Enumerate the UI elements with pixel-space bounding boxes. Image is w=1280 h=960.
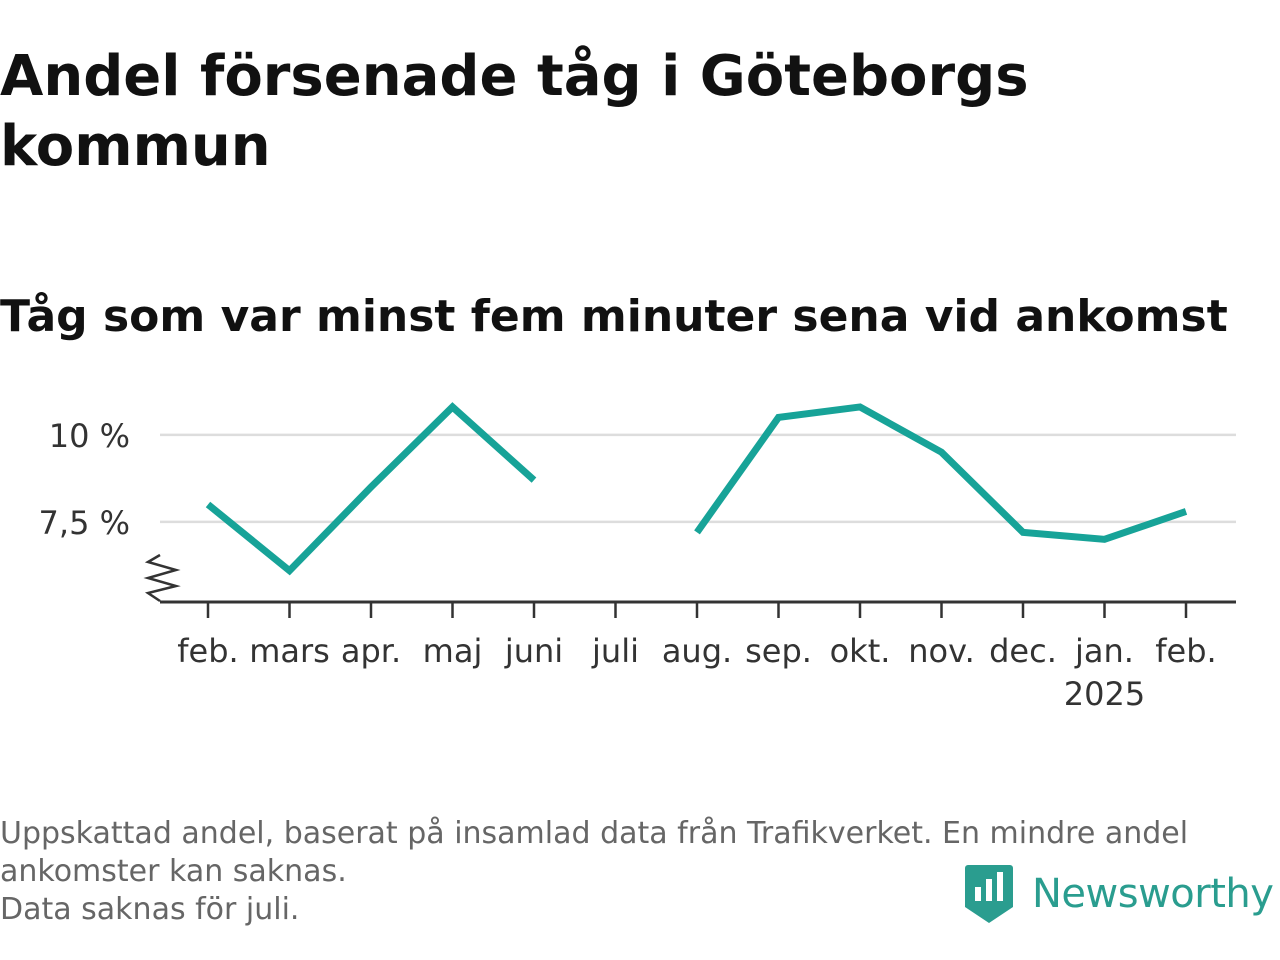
y-axis-ticks: 7,5 % 10 %	[39, 417, 130, 542]
x-tick-label: okt.	[830, 632, 891, 670]
x-tick-label: mars	[249, 632, 330, 670]
newsworthy-logo-icon	[965, 865, 1013, 923]
brand-name: Newsworthy	[1032, 871, 1274, 917]
series-line-segment	[205, 402, 537, 576]
footnote-line-1: Uppskattad andel, baserat på insamlad da…	[0, 816, 1189, 889]
y-tick-label: 10 %	[49, 417, 130, 455]
brand-logo: Newsworthy	[964, 862, 1274, 926]
x-tick-label: juli	[591, 632, 639, 670]
chart-title: Andel försenade tåg i Göteborgs kommun	[0, 44, 1029, 179]
x-tick-label: sep.	[745, 632, 812, 670]
axis-break-icon	[143, 553, 181, 603]
y-tick-label: 7,5 %	[39, 504, 130, 542]
x-tick-label: apr.	[341, 632, 401, 670]
x-tick-label: nov.	[908, 632, 974, 670]
series-lines	[205, 402, 1188, 576]
series-line-segment	[694, 403, 1188, 543]
x-tick-label: feb.	[177, 632, 238, 670]
gridlines	[160, 433, 1236, 524]
x-axis	[143, 553, 1236, 604]
x-tick-label: dec.	[989, 632, 1057, 670]
x-tick-label: feb.	[1155, 632, 1216, 670]
x-tick-label: jan.	[1074, 632, 1134, 670]
chart-subtitle: Tåg som var minst fem minuter sena vid a…	[0, 291, 1228, 342]
x-axis-ticks: feb. mars apr. maj juni juli aug. sep. okt. nov. d…	[177, 602, 1217, 713]
x-tick-label: juni	[504, 632, 563, 670]
x-tick-label: aug.	[662, 632, 732, 670]
x-tick-label: maj	[423, 632, 483, 670]
footnote-line-2: Data saknas för juli.	[0, 892, 300, 927]
footnote: Uppskattad andel, baserat på insamlad da…	[0, 815, 1270, 929]
x-year-label: 2025	[1064, 675, 1145, 713]
